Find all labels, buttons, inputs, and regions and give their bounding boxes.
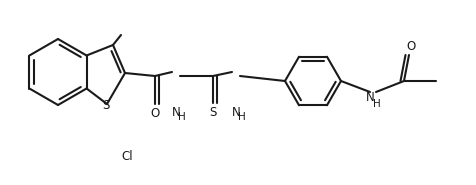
Text: O: O xyxy=(407,40,416,53)
Text: H: H xyxy=(178,112,186,122)
Text: Cl: Cl xyxy=(121,149,133,162)
Text: N: N xyxy=(366,90,375,103)
Text: O: O xyxy=(150,107,159,120)
Text: S: S xyxy=(209,105,217,119)
Text: H: H xyxy=(238,112,246,122)
Text: H: H xyxy=(373,99,381,109)
Text: N: N xyxy=(172,105,180,119)
Text: S: S xyxy=(102,98,109,112)
Text: N: N xyxy=(232,105,240,119)
